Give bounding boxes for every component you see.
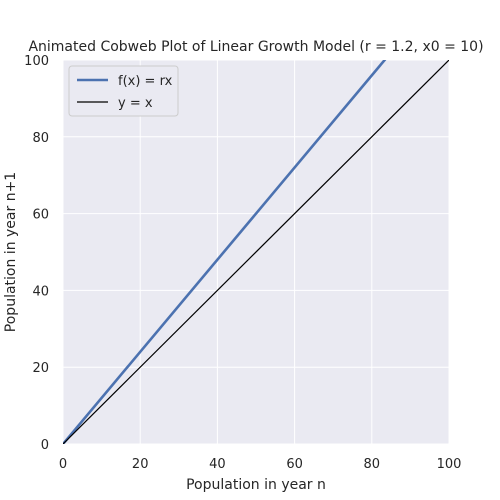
x-tick-label: 60 xyxy=(286,457,303,472)
x-tick-label: 100 xyxy=(437,457,462,472)
y-tick-label: 80 xyxy=(32,131,49,146)
legend: f(x) = rx y = x xyxy=(68,65,179,117)
x-tick-label: 40 xyxy=(209,457,226,472)
y-tick-label: 0 xyxy=(41,438,49,453)
grid xyxy=(62,59,450,445)
chart-title: Animated Cobweb Plot of Linear Growth Mo… xyxy=(28,39,483,55)
series-lines xyxy=(63,60,449,444)
y-tick-label: 60 xyxy=(32,208,49,223)
y-axis-label: Population in year n+1 xyxy=(3,172,19,332)
y-tick-label: 20 xyxy=(32,361,49,376)
x-tick-label: 80 xyxy=(364,457,381,472)
x-axis-label: Population in year n xyxy=(186,477,326,493)
series-line-identity xyxy=(63,60,449,444)
legend-box xyxy=(68,65,179,117)
y-tick-label: 40 xyxy=(32,284,49,299)
x-tick-label: 20 xyxy=(132,457,149,472)
x-tick-label: 0 xyxy=(59,457,67,472)
x-axis-ticks: 0 20 40 60 80 100 xyxy=(59,457,462,472)
legend-label-identity: y = x xyxy=(118,96,153,111)
series-line-f-x xyxy=(63,60,387,444)
y-tick-label: 100 xyxy=(24,54,49,69)
legend-label-f-x: f(x) = rx xyxy=(118,74,173,89)
y-axis-ticks: 0 20 40 60 80 100 xyxy=(24,54,49,453)
